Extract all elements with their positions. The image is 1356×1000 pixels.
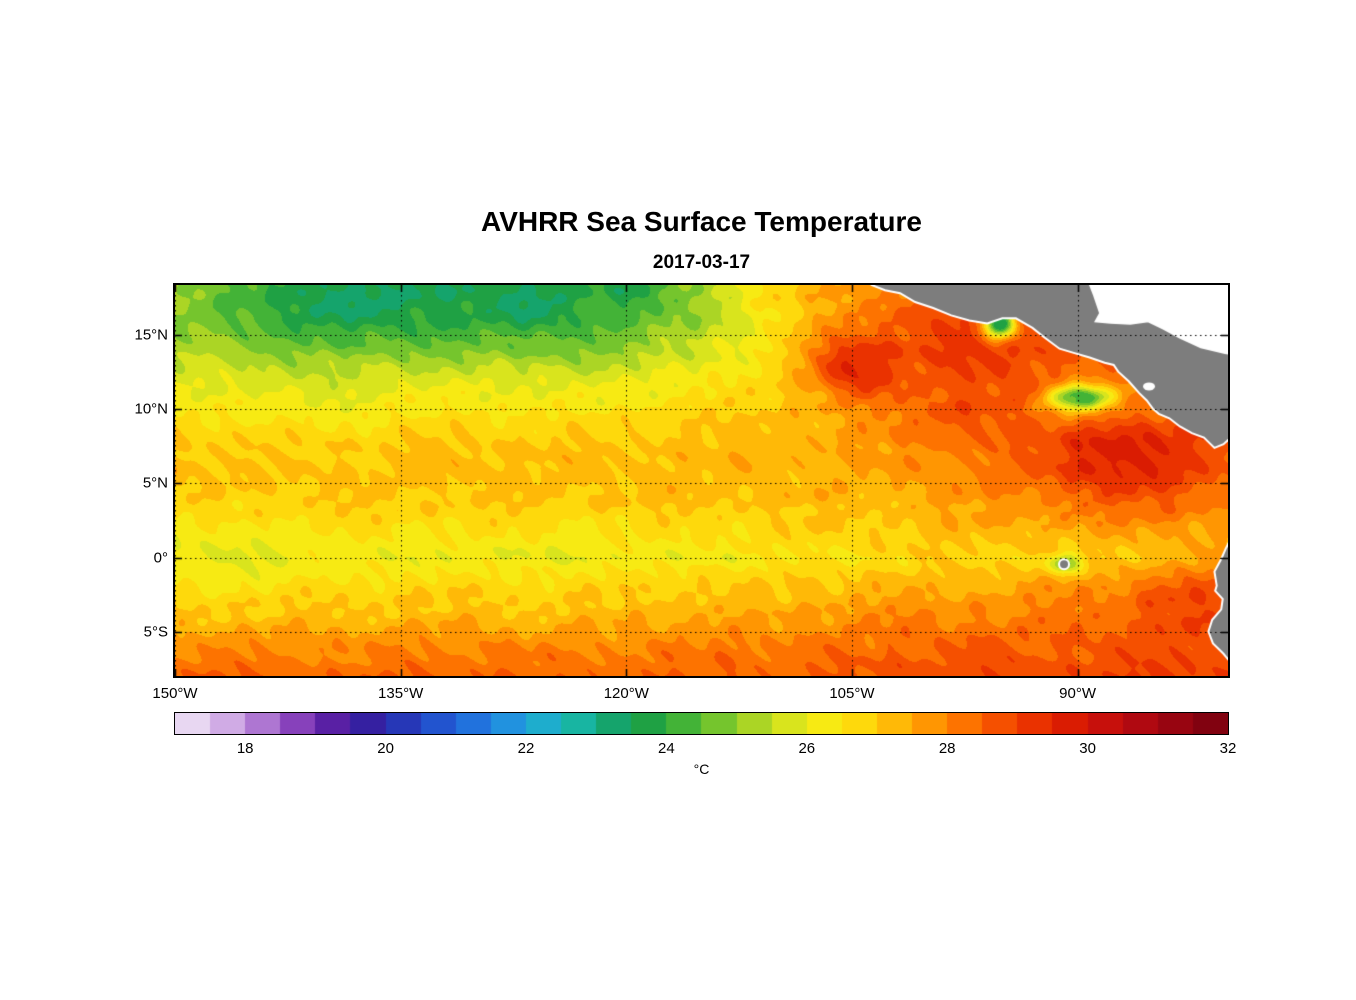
colorbar-canvas — [175, 713, 1228, 734]
colorbar — [174, 712, 1229, 735]
colorbar-tick-label: 22 — [517, 740, 535, 757]
x-tick-label: 90°W — [1059, 685, 1096, 702]
colorbar-tick-label: 20 — [377, 740, 394, 757]
x-tick-label: 120°W — [603, 685, 649, 702]
chart-date-subtitle: 2017-03-17 — [652, 252, 751, 273]
x-tick-label: 150°W — [152, 685, 198, 702]
map-plot-area — [173, 283, 1230, 678]
chart-title: AVHRR Sea Surface Temperature — [481, 206, 922, 237]
y-tick-label: 10°N — [134, 400, 168, 418]
y-tick-label: 5°N — [142, 474, 168, 492]
colorbar-tick-label: 30 — [1079, 740, 1096, 757]
y-tick-label: 5°S — [143, 623, 168, 641]
colorbar-tick-label: 32 — [1219, 740, 1237, 757]
colorbar-tick-label: 26 — [798, 740, 816, 757]
y-tick-label: 0° — [153, 549, 168, 566]
colorbar-tick-label: 24 — [658, 740, 675, 757]
colorbar-units-label: °C — [693, 761, 710, 777]
colorbar-tick-label: 18 — [236, 740, 254, 757]
x-tick-label: 105°W — [829, 685, 875, 702]
x-tick-label: 135°W — [378, 685, 424, 702]
y-tick-label: 15°N — [134, 326, 168, 344]
colorbar-tick-label: 28 — [938, 740, 956, 757]
sst-heatmap-canvas — [175, 285, 1228, 676]
